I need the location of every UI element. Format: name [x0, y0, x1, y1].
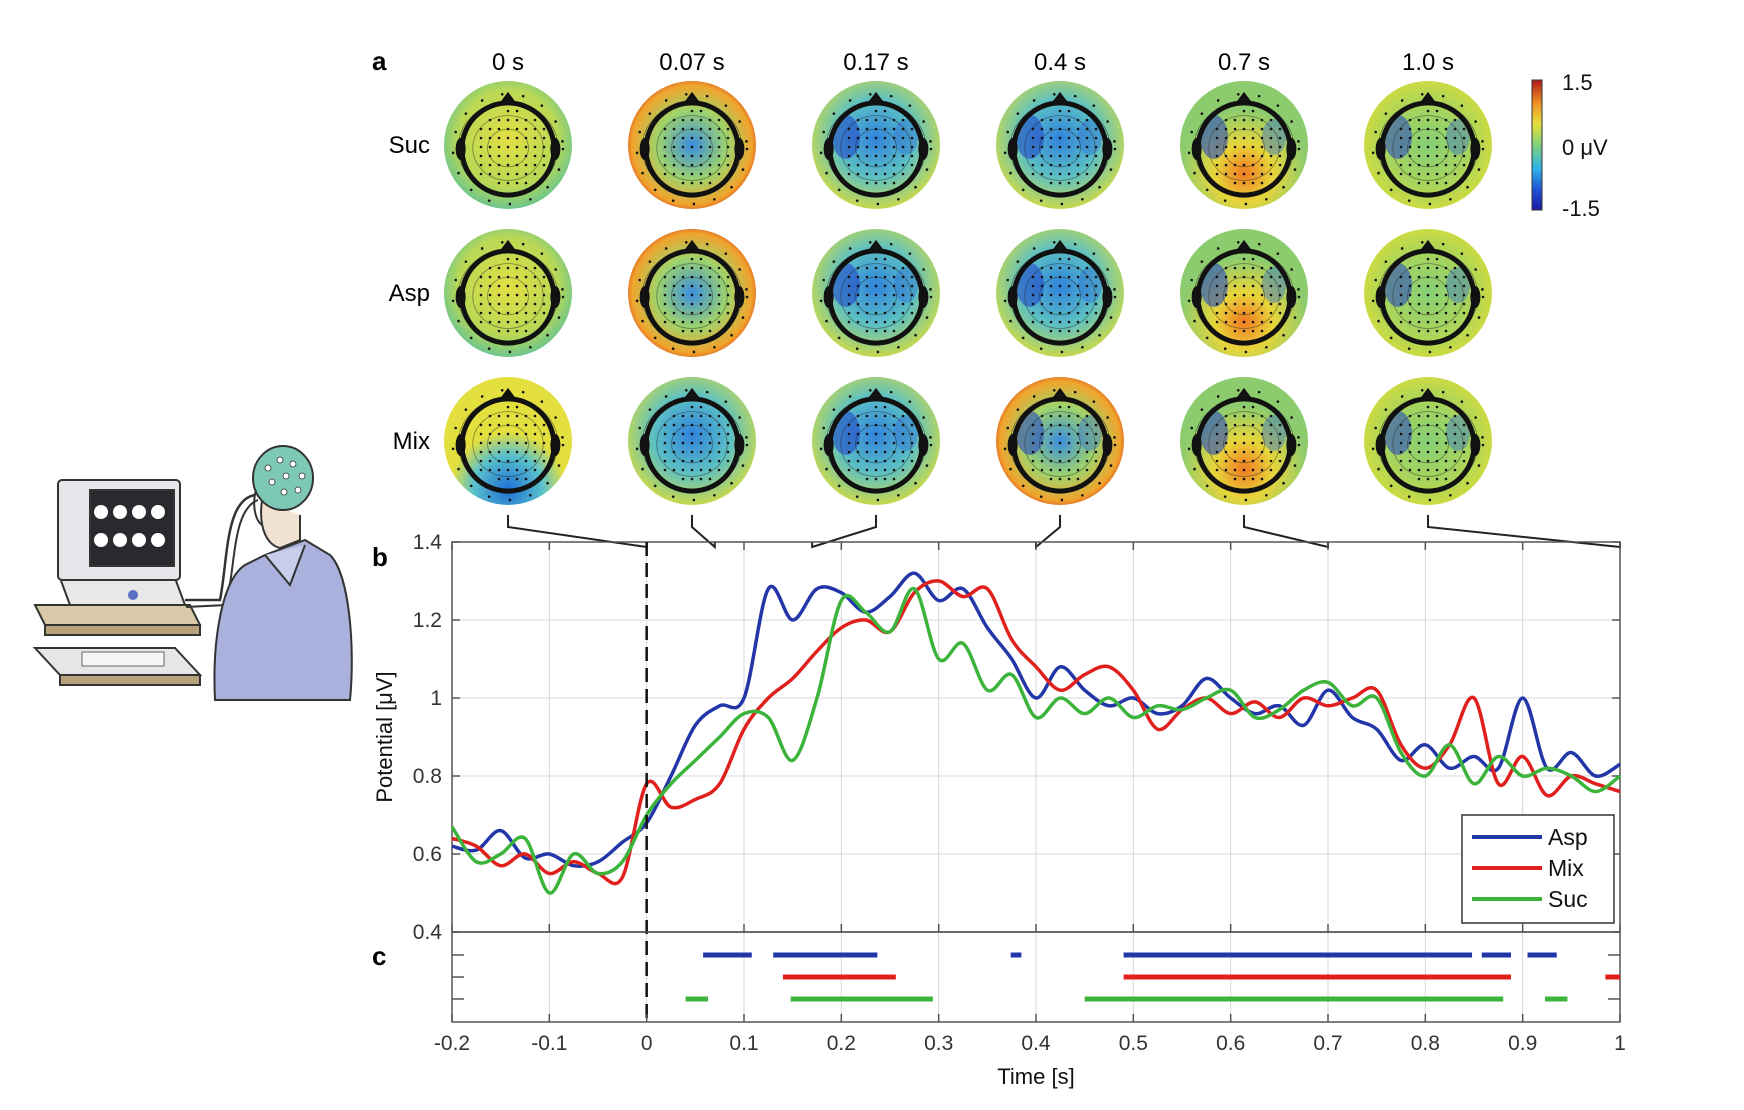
- legend-label-mix: Mix: [1548, 855, 1584, 881]
- topomap-connector: [811, 515, 877, 549]
- topomap-mix-2: [812, 377, 940, 505]
- colorbar: 1.5 0 μV -1.5: [1531, 70, 1608, 221]
- topomap-time-label: 0.4 s: [1034, 49, 1086, 76]
- topomap-asp-3: [996, 229, 1124, 357]
- panel-letter-b: b: [372, 542, 388, 572]
- topomap-asp-5: [1364, 229, 1492, 357]
- topomap-mix-4: [1180, 377, 1308, 505]
- topomap-grid: 0 s 0.07 s 0.17 s 0.4 s 0.7 s 1.0 s Suc Asp Mix: [389, 49, 1492, 505]
- topomap-suc-1: [628, 81, 756, 209]
- topomap-asp-0: [444, 229, 572, 357]
- x-tick-label: 0.7: [1313, 1032, 1342, 1055]
- topomap-time-label: 0.7 s: [1218, 49, 1270, 76]
- topomap-row-label: Asp: [389, 280, 430, 307]
- y-tick-label: 0.6: [413, 843, 442, 866]
- legend-label-asp: Asp: [1548, 824, 1588, 850]
- topomap-suc-4: [1180, 81, 1308, 209]
- x-tick-label: 0.1: [729, 1032, 758, 1055]
- y-tick-label: 1.2: [413, 609, 442, 632]
- topomap-suc-3: [996, 81, 1124, 209]
- x-tick-label: -0.1: [531, 1032, 567, 1055]
- stimulus-thumbnails: [94, 505, 165, 547]
- topomap-asp-1: [628, 229, 756, 357]
- topomap-row-label: Suc: [389, 132, 430, 159]
- x-axis-label: Time [s]: [997, 1064, 1074, 1089]
- topomap-suc-5: [1364, 81, 1492, 209]
- y-tick-label: 0.8: [413, 765, 442, 788]
- colorbar-mid-label: 0 μV: [1562, 135, 1608, 160]
- topomap-time-connectors: [507, 515, 1621, 550]
- y-axis-label: Potential [μV]: [372, 671, 397, 802]
- y-tick-label: 1: [430, 687, 442, 710]
- computer-monitor-icon: [32, 479, 203, 686]
- topomap-time-label: 0.17 s: [843, 49, 908, 76]
- topomap-mix-1: [628, 377, 756, 505]
- y-tick-label: 0.4: [413, 921, 443, 944]
- topomap-time-label: 0.07 s: [659, 49, 724, 76]
- x-tick-label: 0.5: [1119, 1032, 1148, 1055]
- x-tick-label: 0.8: [1411, 1032, 1440, 1055]
- x-tick-label: 0.9: [1508, 1032, 1537, 1055]
- topomap-connector: [691, 515, 716, 550]
- x-tick-label: 0.2: [827, 1032, 856, 1055]
- topomap-mix-0: [444, 377, 572, 505]
- topomap-asp-4: [1180, 229, 1308, 357]
- erp-line-chart: 0.4 0.6 0.8 1 1.2 1.4 Potential [μV] Asp Mix Suc: [372, 531, 1622, 1022]
- x-tick-label: 1: [1614, 1032, 1626, 1055]
- topomap-suc-2: [812, 81, 940, 209]
- x-tick-label: 0.3: [924, 1032, 953, 1055]
- topomap-time-label: 1.0 s: [1402, 49, 1454, 76]
- topomap-mix-5: [1364, 377, 1492, 505]
- topomap-suc-0: [444, 81, 572, 209]
- x-tick-label: -0.2: [434, 1032, 470, 1055]
- topomap-mix-3: [996, 377, 1124, 505]
- eeg-setup-illustration: [32, 445, 353, 701]
- colorbar-max-label: 1.5: [1562, 70, 1593, 95]
- y-tick-label: 1.4: [413, 531, 443, 554]
- topomap-asp-2: [812, 229, 940, 357]
- legend-label-suc: Suc: [1548, 886, 1588, 912]
- colorbar-gradient: [1531, 79, 1543, 211]
- topomap-row-label: Mix: [393, 428, 430, 455]
- panel-letter-c: c: [372, 941, 386, 971]
- x-tick-label: 0.6: [1216, 1032, 1245, 1055]
- x-tick-label: 0.4: [1021, 1032, 1051, 1055]
- colorbar-min-label: -1.5: [1562, 196, 1600, 221]
- topomap-time-label: 0 s: [492, 49, 524, 76]
- eeg-subject-illustration: [213, 445, 353, 701]
- significance-segments-chart: -0.2 -0.1 0 0.1 0.2 0.3 0.4 0.5 0.6 0.7 0.8 0.9 1 Tim…: [434, 931, 1626, 1089]
- panel-letter-a: a: [372, 46, 387, 76]
- x-tick-label: 0: [641, 1032, 653, 1055]
